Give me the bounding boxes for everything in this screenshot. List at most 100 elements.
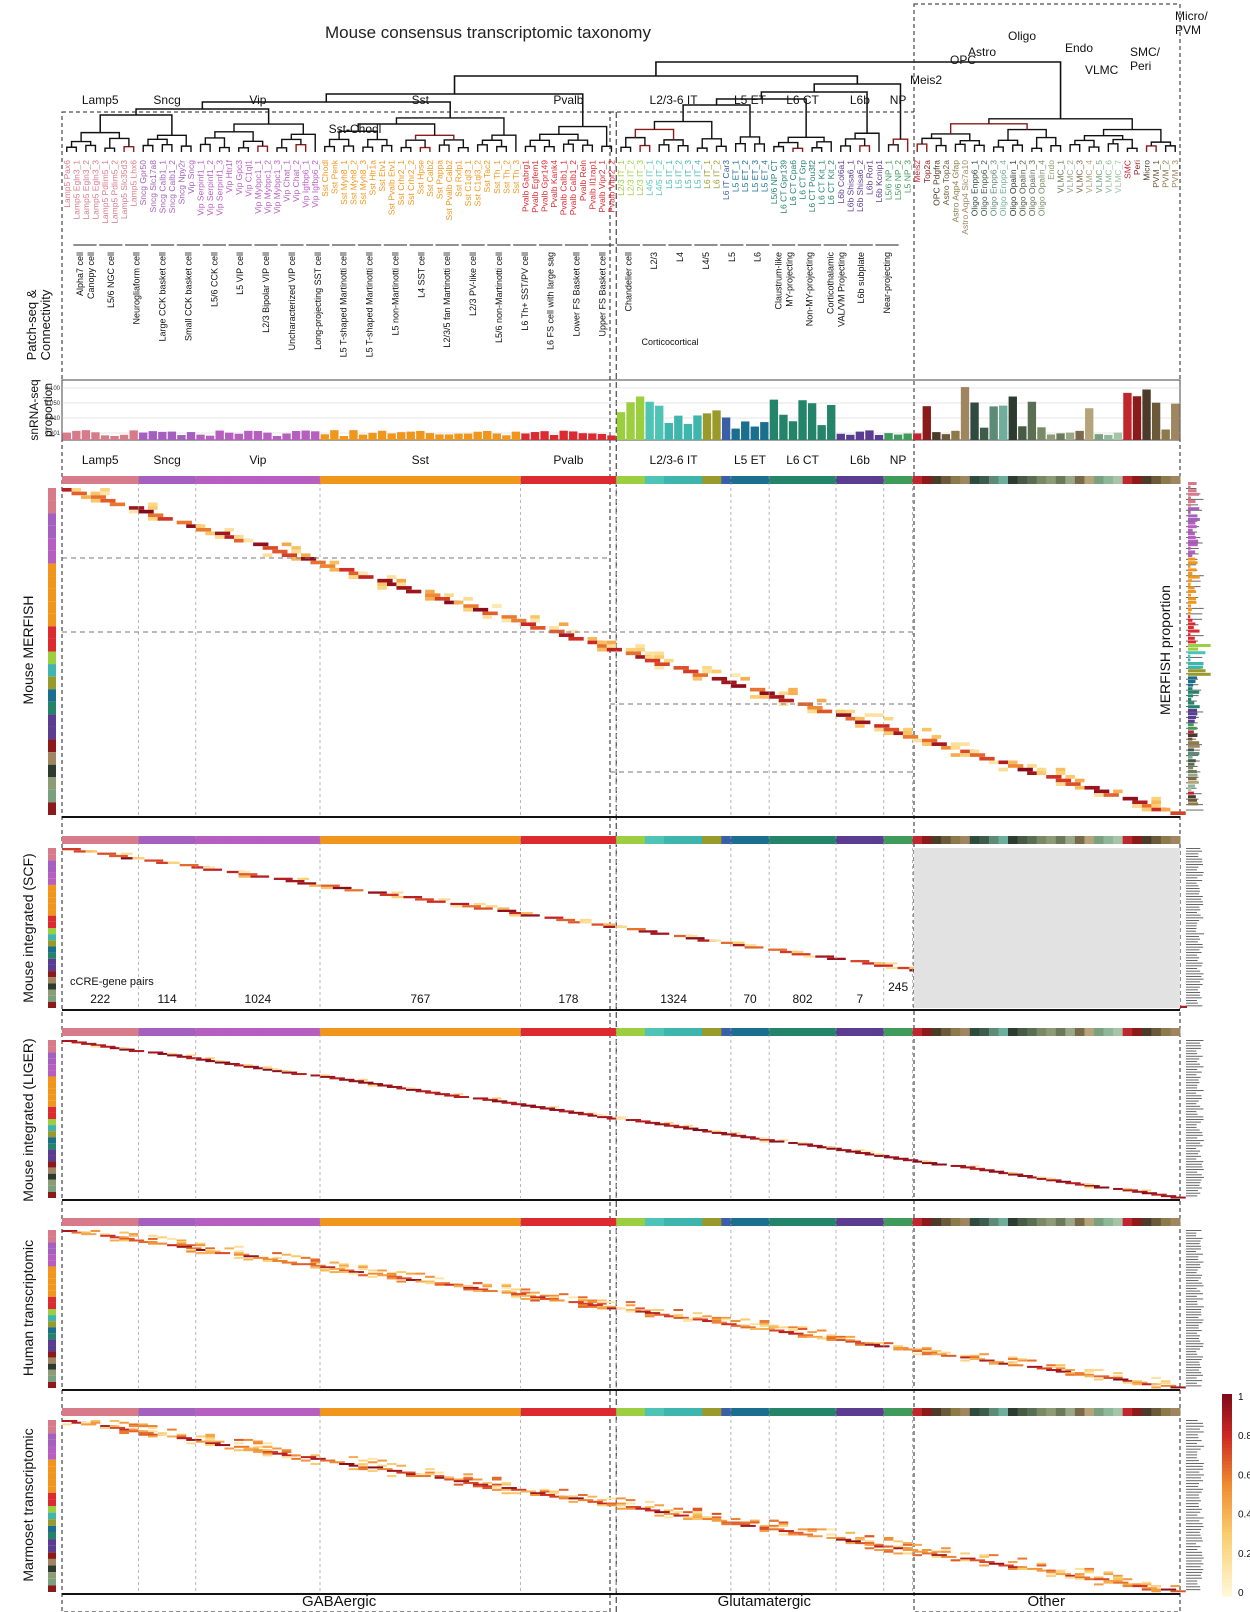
merfish-proportion-bar xyxy=(1188,615,1191,619)
class-color-strip xyxy=(1151,1028,1162,1036)
row-tick-label xyxy=(1186,1237,1203,1239)
heatmap-cell xyxy=(90,491,101,496)
leaf-label: Vip Serpinf1_3 xyxy=(215,160,225,216)
heatmap-cell xyxy=(1103,793,1119,797)
merfish-proportion-bar xyxy=(1188,687,1193,691)
class-color-strip xyxy=(100,1218,111,1226)
heatmap-cell xyxy=(62,488,78,492)
heatmap-cell xyxy=(578,1113,594,1116)
row-tick-label xyxy=(1186,1554,1203,1556)
cre-pair-value: 222 xyxy=(90,992,110,1006)
class-color-strip xyxy=(664,1028,674,1036)
dendrogram-branch xyxy=(773,145,785,152)
snrna-bar xyxy=(483,430,492,440)
dendrogram-branch xyxy=(180,145,192,152)
merfish-proportion-bar xyxy=(1188,618,1193,622)
row-tick-label xyxy=(1186,1105,1201,1107)
row-tick-label xyxy=(1186,880,1203,881)
class-color-strip xyxy=(750,1028,760,1036)
side-color-strip xyxy=(48,1248,56,1255)
row-tick-label xyxy=(1186,920,1200,921)
heatmap-cell xyxy=(855,1542,871,1545)
heatmap-cell xyxy=(262,1067,273,1070)
heatmap-cell xyxy=(836,1337,846,1340)
row-tick-label xyxy=(1186,1058,1200,1060)
side-color-strip xyxy=(48,1296,56,1303)
heatmap-cell xyxy=(406,1272,416,1275)
class-color-strip xyxy=(549,836,560,844)
heatmap-cell xyxy=(1141,804,1158,808)
heatmap-cell xyxy=(179,864,199,867)
leaf-label: L6 CT Grp xyxy=(798,160,808,200)
heatmap-cell xyxy=(434,1093,450,1096)
heatmap-cell xyxy=(969,1167,986,1170)
patch-label: Small CCK basket cell xyxy=(183,252,193,341)
snrna-bar xyxy=(62,432,71,440)
merfish-proportion-bar xyxy=(1188,672,1211,676)
heatmap-cell xyxy=(71,488,82,492)
class-color-strip xyxy=(1141,476,1152,484)
side-color-strip xyxy=(48,1565,56,1573)
heatmap-cell xyxy=(167,1054,183,1057)
row-tick-label xyxy=(1186,1155,1201,1157)
leaf-label: L4/5 IT_2 xyxy=(654,160,664,196)
row-tick-label xyxy=(1186,1451,1198,1453)
heatmap-cell xyxy=(434,1475,445,1478)
heatmap-cell xyxy=(1065,1369,1075,1372)
row-tick-label xyxy=(1186,656,1203,658)
class-label-top: L2/3-6 IT xyxy=(650,93,699,107)
merfish-proportion-bar xyxy=(1188,507,1200,511)
snrna-bar xyxy=(1008,396,1017,440)
row-tick-label xyxy=(1186,1309,1202,1310)
snrna-bar xyxy=(893,434,903,440)
heatmap-cell xyxy=(501,1101,517,1104)
class-color-strip xyxy=(568,1218,579,1226)
class-color-strip xyxy=(778,836,789,844)
class-color-strip xyxy=(81,1218,92,1226)
snrna-bar xyxy=(635,396,645,440)
side-color-strip xyxy=(48,934,56,941)
heatmap-cell xyxy=(603,923,616,926)
heatmap-cell xyxy=(1055,1571,1066,1574)
class-color-strip xyxy=(300,1028,311,1036)
heatmap-cell xyxy=(606,1307,622,1310)
class-color-strip xyxy=(329,1408,340,1416)
heatmap-cell xyxy=(138,1241,154,1244)
class-color-strip xyxy=(176,1408,187,1416)
snrna-bar xyxy=(979,427,989,440)
class-color-strip xyxy=(826,836,837,844)
dendrogram-branch xyxy=(634,128,675,140)
heatmap-cell xyxy=(167,1244,183,1247)
heatmap-cell xyxy=(912,1550,928,1553)
heatmap-cell xyxy=(579,918,592,922)
class-color-strip xyxy=(797,1408,808,1416)
class-label-top: L6b xyxy=(850,93,870,107)
dendrogram-branch xyxy=(295,143,307,152)
heatmap-cell xyxy=(969,749,980,754)
class-color-strip xyxy=(482,1408,493,1416)
heatmap-cell xyxy=(941,1555,957,1558)
class-color-strip xyxy=(597,1408,608,1416)
side-color-strip xyxy=(48,1327,56,1334)
row-tick-label xyxy=(1186,1248,1201,1250)
side-color-strip xyxy=(48,1426,56,1434)
colorbar-step xyxy=(1222,1427,1232,1432)
row-label-snrna: proportion xyxy=(41,383,55,437)
heatmap-cell xyxy=(1170,1590,1186,1593)
row-tick-label xyxy=(1186,607,1204,609)
class-color-strip xyxy=(683,476,694,484)
row-tick-label xyxy=(1186,1483,1199,1485)
row-tick-label xyxy=(1186,1126,1197,1128)
heatmap-cell xyxy=(234,1253,250,1256)
leaf-label: Micro xyxy=(1142,160,1152,181)
heatmap-cell xyxy=(310,1454,320,1457)
class-color-strip xyxy=(262,476,273,484)
side-color-strip xyxy=(48,897,56,904)
side-color-strip xyxy=(48,940,56,947)
heatmap-cell xyxy=(673,1315,684,1318)
heatmap-cell xyxy=(329,1267,345,1270)
heatmap-cell xyxy=(702,669,712,674)
patch-label: Long-projecting SST cell xyxy=(313,252,323,350)
heatmap-cell xyxy=(826,1337,842,1340)
heatmap-cell xyxy=(300,1256,311,1259)
